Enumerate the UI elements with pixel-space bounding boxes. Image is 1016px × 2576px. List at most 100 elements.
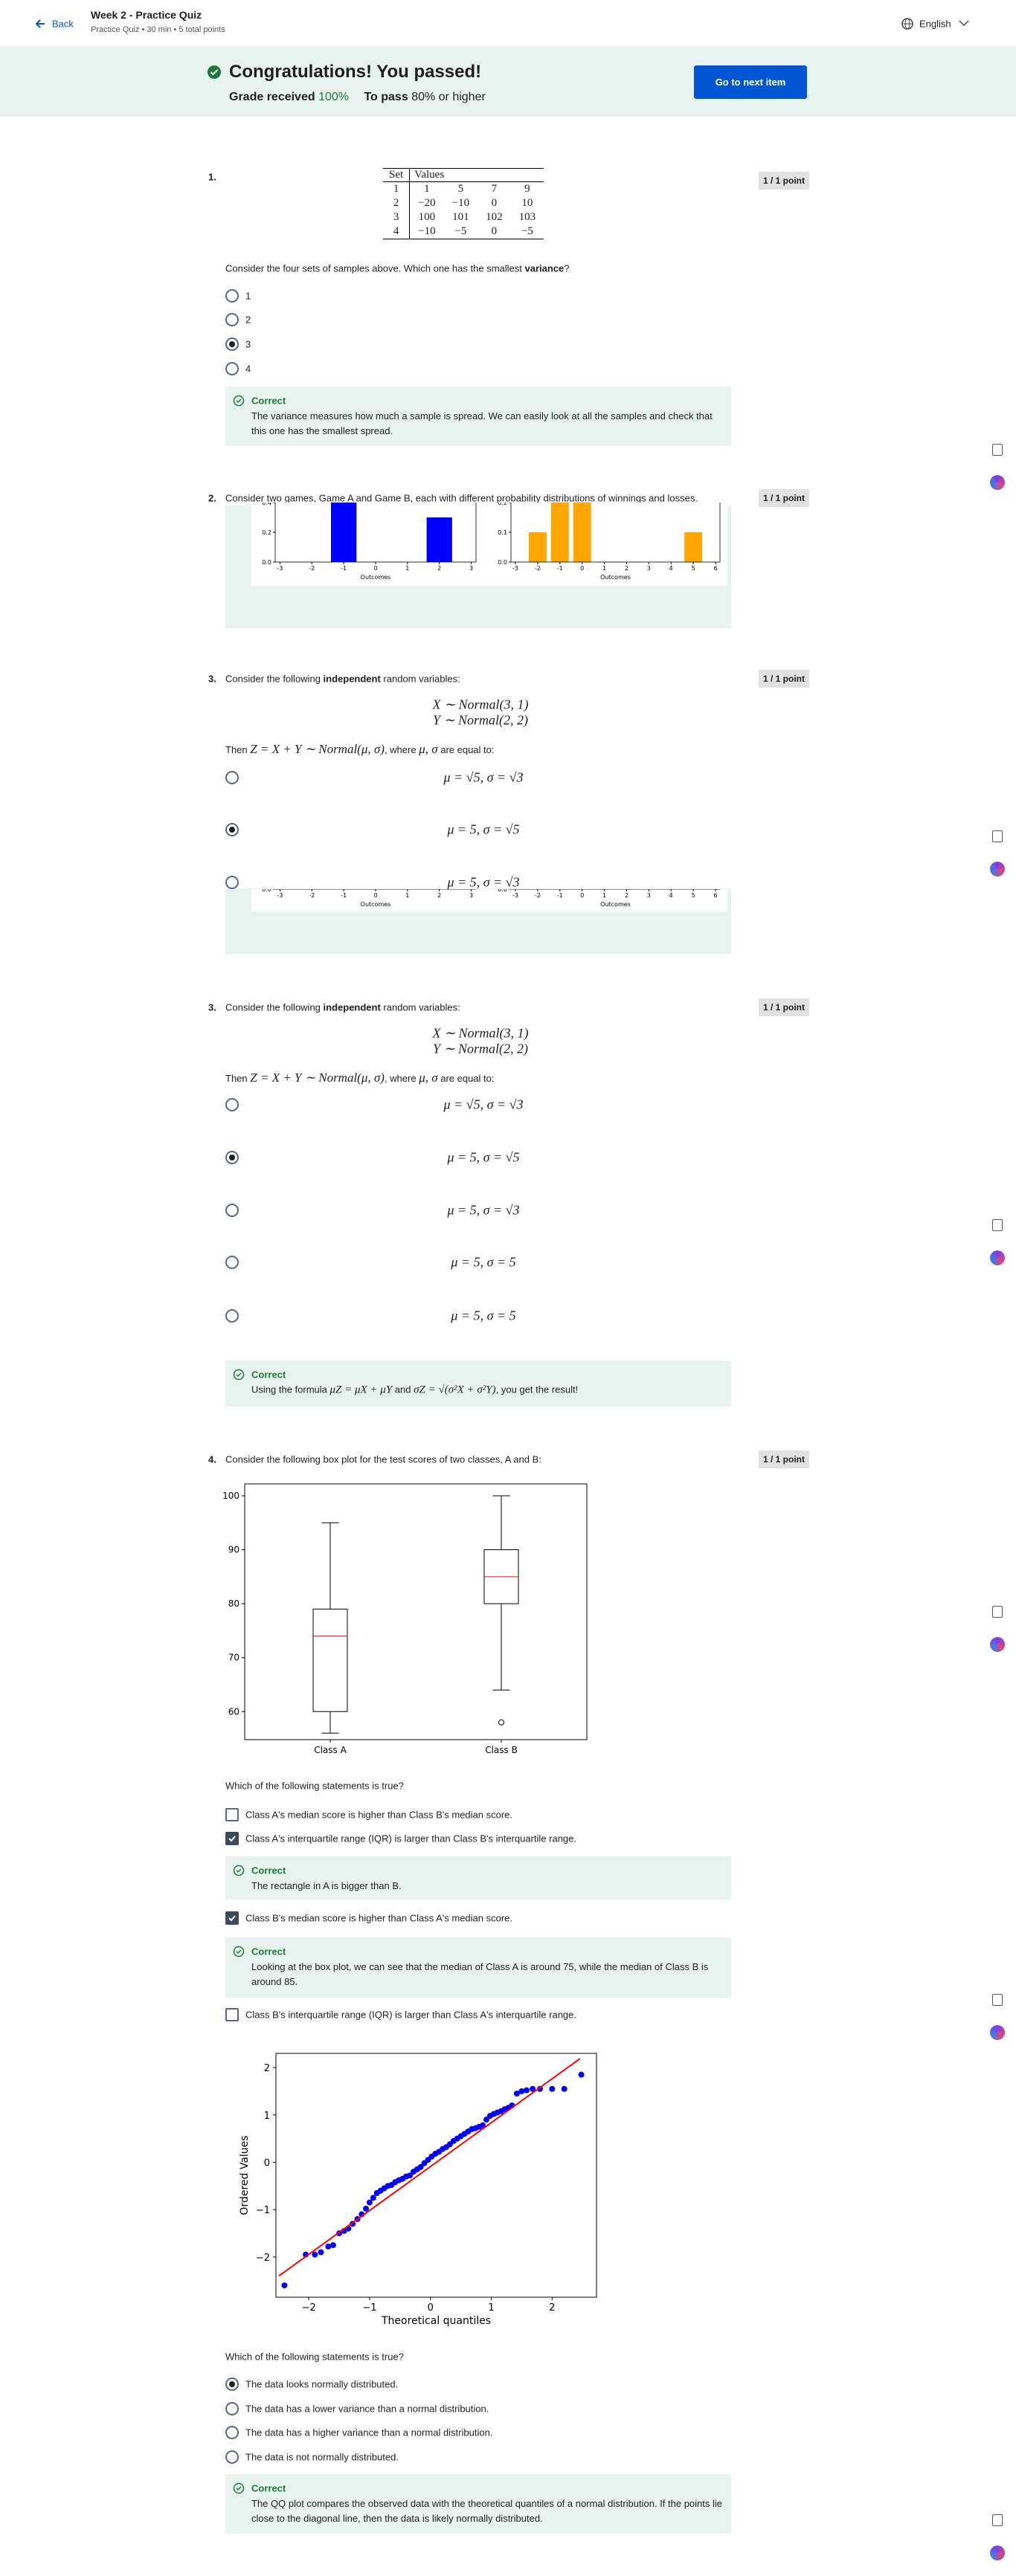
feedback-box xyxy=(225,387,731,446)
option-equation: μ = √5, σ = √3 xyxy=(443,769,524,785)
radio[interactable] xyxy=(225,1204,239,1217)
question-prompt-part: independent xyxy=(323,1001,381,1013)
y-tick-label: 70 xyxy=(228,1653,239,1663)
radio[interactable] xyxy=(225,1309,239,1323)
y-tick-label: 1 xyxy=(264,2111,270,2122)
language[interactable]: English xyxy=(919,18,951,30)
correct-icon-svg xyxy=(233,1369,245,1381)
point xyxy=(329,2241,336,2248)
notes-icon[interactable] xyxy=(992,1219,1003,1231)
radio[interactable] xyxy=(225,2450,239,2464)
feedback-box xyxy=(225,1360,731,1407)
point xyxy=(549,2085,556,2092)
option-label: 4 xyxy=(245,363,251,375)
question-then-part: , where xyxy=(384,744,419,755)
x-tick-label: 3 xyxy=(647,892,651,899)
question-number: 3. xyxy=(208,1001,216,1013)
x-tick-label: 2 xyxy=(625,565,628,572)
assistant-icon[interactable] xyxy=(990,475,1005,490)
question-then-part: μ, σ xyxy=(419,742,438,756)
correct-icon-svg xyxy=(233,1946,245,1957)
question-prompt-part: Consider the following xyxy=(225,1001,324,1013)
feedback-text-part: σZ = √(σ²X + σ²Y) xyxy=(414,1384,496,1396)
y-tick-label: 0.1 xyxy=(498,529,507,536)
chart-fragment: -3-2-101230.00.20.4Outcomes-3-2-10123456… xyxy=(251,889,727,911)
checkbox[interactable] xyxy=(225,2008,239,2021)
radio[interactable] xyxy=(225,289,239,303)
x-tick-label: 4 xyxy=(669,565,673,572)
x-tick-label: 6 xyxy=(713,892,717,899)
table-cell: −5 xyxy=(521,225,533,237)
checkbox[interactable] xyxy=(225,1911,239,1925)
statement-prompt: Which of the following statements is tru… xyxy=(225,1780,404,1792)
radio[interactable] xyxy=(225,2426,239,2439)
question-then-part: Z = X + Y ∼ Normal(μ, σ) xyxy=(250,742,385,756)
point xyxy=(370,2195,376,2201)
table-cell: 1 xyxy=(424,183,430,195)
correct-icon xyxy=(233,1946,245,1957)
assistant-icon[interactable] xyxy=(990,2546,1005,2560)
notes-icon[interactable] xyxy=(992,1994,1003,2006)
x-tick-label: 3 xyxy=(469,892,473,899)
question-then: Then Z = X + Y ∼ Normal(μ, σ), where μ, … xyxy=(225,742,495,757)
distribution-charts: -3 -2 -1 0 1 2 3 0.0 0.2 0.4 Outcomes -3 -2 -1 0 1 2 3 4 5 6… xyxy=(251,503,727,586)
box xyxy=(312,1608,348,1712)
feedback-text-part: Using the formula xyxy=(251,1384,330,1395)
chevron[interactable] xyxy=(958,19,970,28)
y-tick-label: −1 xyxy=(256,2205,270,2216)
notes-icon[interactable] xyxy=(992,1606,1003,1618)
pass-icon xyxy=(208,65,221,79)
back-link[interactable]: Back xyxy=(52,18,74,30)
x-tick-label: -1 xyxy=(557,892,563,899)
correct-icon-svg xyxy=(233,2482,245,2494)
table-cell: 5 xyxy=(457,183,464,195)
radio[interactable] xyxy=(225,1256,239,1269)
radio[interactable] xyxy=(225,2378,239,2391)
radio[interactable] xyxy=(225,313,239,326)
radio[interactable] xyxy=(225,823,239,836)
option-label: Class A's median score is higher than Cl… xyxy=(245,1809,513,1821)
x-axis-label: Outcomes xyxy=(600,901,631,908)
option-label: 2 xyxy=(245,314,251,326)
radio[interactable] xyxy=(225,1151,239,1164)
outlier xyxy=(498,1719,504,1726)
equation: X ∼ Normal(3, 1) xyxy=(432,697,529,712)
assistant-icon[interactable] xyxy=(990,2025,1005,2040)
table-row: 2 −20 −10 0 10 xyxy=(383,196,544,210)
globe-icon[interactable] xyxy=(901,17,914,30)
points-badge: 1 / 1 point xyxy=(759,172,809,190)
plot-frame xyxy=(275,2053,597,2298)
notes-icon[interactable] xyxy=(992,444,1003,456)
assistant-icon[interactable] xyxy=(990,1250,1005,1265)
notes-icon[interactable] xyxy=(992,2514,1003,2526)
feedback-box xyxy=(225,2474,731,2534)
assistant-icon[interactable] xyxy=(990,1637,1005,1652)
radio[interactable] xyxy=(225,338,239,351)
question-number: 1. xyxy=(208,171,216,183)
radio[interactable] xyxy=(225,2402,239,2415)
assistant-icon[interactable] xyxy=(990,862,1005,877)
checkbox[interactable] xyxy=(225,1808,239,1821)
x-tick-label: -3 xyxy=(277,565,283,572)
table-cell: 7 xyxy=(491,183,498,195)
radio-dot xyxy=(229,2381,235,2387)
back-arrow[interactable] xyxy=(34,18,46,30)
equation: Y ∼ Normal(2, 2) xyxy=(432,712,529,728)
radio[interactable] xyxy=(225,771,239,784)
next-button[interactable]: Go to next item xyxy=(694,65,807,99)
radio[interactable] xyxy=(225,876,239,889)
table-row: 3 100 101 102 103 xyxy=(383,210,544,225)
x-axis-label: Theoretical quantiles xyxy=(381,2315,491,2327)
y-tick-label: 2 xyxy=(264,2063,270,2074)
radio[interactable] xyxy=(225,1098,239,1111)
table-row: 1 1 5 7 9 xyxy=(383,181,544,196)
checkbox[interactable] xyxy=(225,1832,239,1845)
banner: Congratulations! You passed! Grade recei… xyxy=(0,46,1016,117)
notes-icon[interactable] xyxy=(992,830,1003,842)
point xyxy=(366,2199,373,2206)
table-cell: 3 xyxy=(383,210,411,225)
radio[interactable] xyxy=(225,362,239,375)
option-equation: μ = 5, σ = 5 xyxy=(451,1308,516,1323)
x-tick-label: 2 xyxy=(549,2302,555,2314)
y-tick-label: 100 xyxy=(223,1491,239,1501)
